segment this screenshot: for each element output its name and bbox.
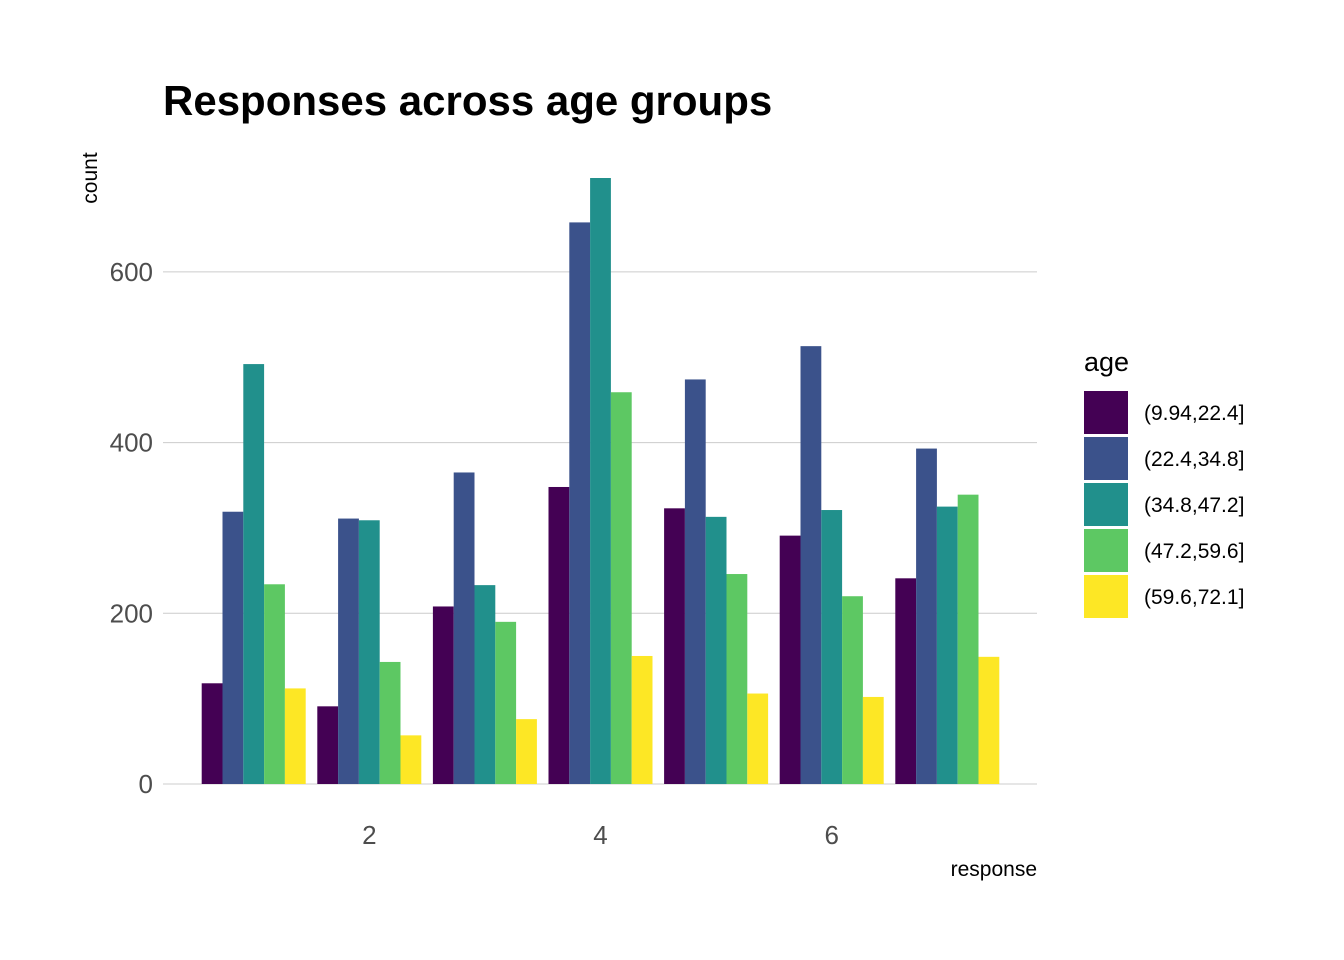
bar xyxy=(317,706,339,784)
y-tick-label: 0 xyxy=(139,769,153,799)
bar xyxy=(338,518,359,784)
bar xyxy=(453,472,475,784)
legend-swatch xyxy=(1084,575,1128,618)
bar xyxy=(201,683,223,784)
bar xyxy=(474,585,496,784)
bar xyxy=(400,735,422,784)
legend-label: (59.6,72.1] xyxy=(1144,586,1244,609)
y-tick-label: 400 xyxy=(110,428,153,458)
bar xyxy=(747,693,769,784)
bar xyxy=(821,510,843,784)
x-tick-label: 6 xyxy=(824,820,838,850)
x-axis-ticks: 2 4 6 xyxy=(362,820,839,850)
bar xyxy=(610,392,632,784)
bar xyxy=(936,506,958,784)
bar xyxy=(590,178,611,784)
legend-label: (22.4,34.8] xyxy=(1144,448,1244,471)
x-axis-label: response xyxy=(951,858,1037,881)
legend-swatch xyxy=(1084,529,1128,572)
bar xyxy=(379,661,401,784)
bar xyxy=(664,508,685,784)
bar xyxy=(978,656,1000,784)
bar xyxy=(631,655,653,784)
y-axis-label: count xyxy=(79,152,102,204)
bar xyxy=(800,346,822,784)
bar xyxy=(916,448,937,784)
bar xyxy=(957,494,979,784)
bar xyxy=(358,520,380,784)
bar xyxy=(284,688,306,784)
legend-label: (47.2,59.6] xyxy=(1144,540,1244,563)
legend-swatch xyxy=(1084,437,1128,480)
bar xyxy=(222,511,244,784)
bar xyxy=(516,719,537,784)
bar xyxy=(779,535,801,784)
y-axis-ticks: 0 200 400 600 xyxy=(110,257,153,799)
x-tick-label: 2 xyxy=(362,820,376,850)
x-tick-label: 4 xyxy=(593,820,607,850)
bar xyxy=(726,574,748,784)
bar xyxy=(862,696,884,784)
bar xyxy=(548,486,570,784)
legend: age (9.94,22.4] (22.4,34.8] (34.8,47.2] (47… xyxy=(1084,347,1244,618)
legend-swatch xyxy=(1084,391,1128,434)
legend-label: (9.94,22.4] xyxy=(1144,402,1244,425)
bar xyxy=(705,516,727,784)
bars xyxy=(201,178,1000,784)
bar xyxy=(432,606,454,784)
legend-label: (34.8,47.2] xyxy=(1144,494,1244,517)
bar xyxy=(895,578,917,784)
y-tick-label: 200 xyxy=(110,598,153,628)
bar xyxy=(243,364,265,784)
bar xyxy=(569,222,591,784)
legend-title: age xyxy=(1084,347,1129,377)
bar xyxy=(264,584,285,784)
legend-swatch xyxy=(1084,483,1128,526)
bar xyxy=(495,621,517,784)
chart-title: Responses across age groups xyxy=(163,77,772,124)
bar xyxy=(842,596,863,784)
bar xyxy=(684,379,706,784)
y-tick-label: 600 xyxy=(110,257,153,287)
